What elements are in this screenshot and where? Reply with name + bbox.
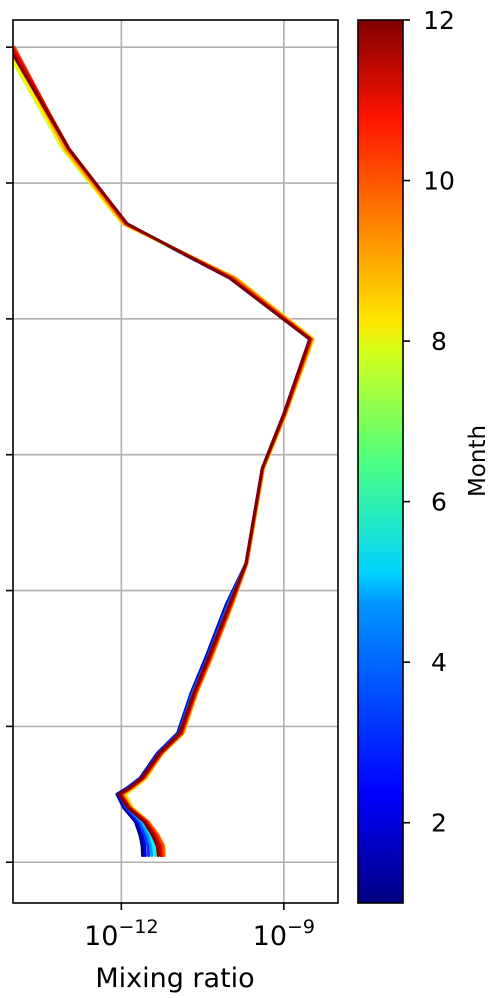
series-line-month-3: [13, 53, 312, 857]
colorbar-tick-label: 12: [423, 6, 455, 35]
series-line-month-10: [13, 45, 313, 857]
colorbar-tick-label: 10: [423, 167, 455, 196]
series-line-month-6: [13, 55, 314, 857]
series-line-month-11: [13, 46, 312, 857]
series-line-month-12: [13, 51, 312, 857]
colorbar-ticks: 2 4 6 8 10 12: [403, 6, 455, 838]
colorbar-tick-label: 8: [431, 327, 447, 356]
colorbar-tick-label: 2: [431, 809, 447, 838]
y-axis-ticks: [6, 46, 13, 864]
colorbar-label: Month: [465, 425, 491, 497]
x-axis-ticks: 10−12 10−9: [84, 903, 315, 952]
grid: [13, 20, 338, 903]
series-line-month-4: [13, 53, 312, 857]
series-line-month-8: [13, 57, 315, 857]
colorbar-tick-label: 6: [431, 488, 447, 517]
colorbar: [357, 19, 404, 904]
series-line-month-9: [13, 48, 314, 857]
series-lines: [13, 45, 315, 857]
x-axis-label: Mixing ratio: [95, 963, 254, 994]
series-line-month-7: [13, 58, 315, 857]
series-line-month-5: [13, 53, 313, 857]
colorbar-tick-label: 4: [431, 648, 447, 677]
x-tick-label: 10−12: [84, 916, 158, 952]
series-line-month-2: [13, 53, 312, 857]
x-tick-label: 10−9: [253, 916, 315, 952]
plot-frame: [12, 19, 339, 904]
series-line-month-1: [13, 53, 312, 857]
